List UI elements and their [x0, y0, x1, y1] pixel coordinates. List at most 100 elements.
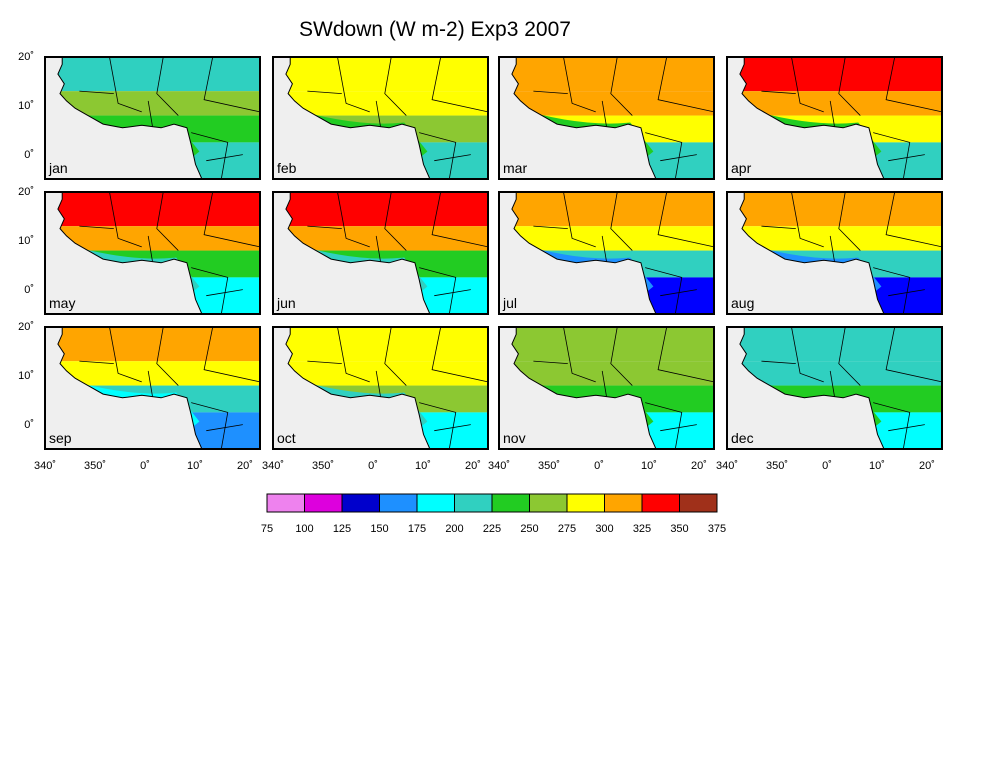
panel-label: jan: [49, 160, 68, 176]
map-panel-jul: [498, 191, 715, 315]
country-borders: [533, 56, 715, 180]
map-panel-aug: [726, 191, 943, 315]
band-north: [739, 192, 942, 227]
lon-tick-label: 0˚: [594, 460, 604, 472]
panel-frame: [498, 326, 715, 450]
panel-label: oct: [277, 430, 296, 446]
lat-tick-label: 0˚: [24, 284, 34, 296]
colorbar-segment: [341, 493, 380, 513]
colorbar-segment: [641, 493, 680, 513]
lon-tick-label: 340˚: [715, 460, 739, 472]
panel-label: nov: [503, 430, 526, 446]
colorbar-segment: [604, 493, 643, 513]
colorbar-segment: [566, 493, 605, 513]
map-panel-sep: [44, 326, 261, 450]
colorbar-segment: [491, 493, 530, 513]
colorbar-label: 200: [445, 523, 464, 535]
band-north: [285, 327, 488, 362]
lon-tick-label: 350˚: [83, 460, 107, 472]
map-panel-oct: [272, 326, 489, 450]
map-panel-mar: [498, 56, 715, 180]
country-borders: [533, 191, 715, 315]
panel-frame: [726, 191, 943, 315]
lon-tick-label: 10˚: [187, 460, 203, 472]
coastline: [511, 191, 715, 315]
panel-label: jul: [503, 295, 518, 311]
colorbar-label: 300: [595, 523, 614, 535]
colorbar-segment: [266, 493, 305, 513]
panel-frame: [272, 191, 489, 315]
lon-tick-label: 340˚: [487, 460, 511, 472]
colorbar-label: 250: [520, 523, 539, 535]
panel-frame: [272, 56, 489, 180]
panel-frame: [44, 191, 261, 315]
band-north: [511, 192, 714, 227]
country-borders: [533, 326, 715, 450]
coastline: [285, 326, 489, 450]
panel-label: dec: [731, 430, 754, 446]
lon-tick-label: 350˚: [311, 460, 335, 472]
panel-frame: [726, 56, 943, 180]
coastline: [57, 326, 261, 450]
coastline: [739, 56, 943, 180]
panel-frame: [726, 326, 943, 450]
coastline: [511, 326, 715, 450]
panel-label: feb: [277, 160, 297, 176]
coastline: [285, 56, 489, 180]
panel-frame: [44, 56, 261, 180]
colorbar-label: 275: [557, 523, 577, 535]
coastline: [285, 191, 489, 315]
lon-tick-label: 10˚: [641, 460, 657, 472]
colorbar-label: 100: [295, 523, 314, 535]
band-north: [285, 192, 488, 227]
lon-tick-label: 10˚: [415, 460, 431, 472]
band-north: [285, 57, 488, 92]
country-borders: [79, 191, 261, 315]
lon-tick-label: 0˚: [140, 460, 150, 472]
panel-label: jun: [277, 295, 296, 311]
lat-tick-label: 20˚: [18, 51, 34, 63]
band-north: [739, 57, 942, 92]
lon-tick-label: 0˚: [368, 460, 378, 472]
colorbar-segment: [529, 493, 568, 513]
lat-tick-label: 10˚: [18, 235, 34, 247]
panel-frame: [272, 326, 489, 450]
panel-frame: [498, 191, 715, 315]
panel-frame: [498, 56, 715, 180]
lon-tick-label: 350˚: [537, 460, 561, 472]
panel-label: sep: [49, 430, 72, 446]
lon-tick-label: 0˚: [822, 460, 832, 472]
panel-label: mar: [503, 160, 528, 176]
lat-tick-label: 10˚: [18, 100, 34, 112]
colorbar-label: 375: [707, 523, 727, 535]
country-borders: [761, 56, 943, 180]
colorbar-label: 225: [482, 523, 502, 535]
colorbar-label: 175: [407, 523, 427, 535]
coastline: [739, 326, 943, 450]
band-north: [739, 327, 942, 362]
map-panel-may: [44, 191, 261, 315]
lon-tick-label: 20˚: [919, 460, 935, 472]
map-panel-apr: [726, 56, 943, 180]
colorbar-label: 75: [260, 523, 274, 535]
lat-tick-label: 20˚: [18, 186, 34, 198]
coastline: [511, 56, 715, 180]
panel-frame: [44, 326, 261, 450]
country-borders: [79, 56, 261, 180]
lon-tick-label: 20˚: [465, 460, 481, 472]
map-panel-jan: [44, 56, 261, 180]
country-borders: [307, 191, 489, 315]
colorbar-segment: [379, 493, 418, 513]
lon-tick-label: 20˚: [237, 460, 253, 472]
panel-label: aug: [731, 295, 755, 311]
band-north: [57, 327, 260, 362]
lon-tick-label: 340˚: [261, 460, 285, 472]
colorbar-segment: [416, 493, 455, 513]
country-borders: [307, 326, 489, 450]
lat-tick-label: 10˚: [18, 370, 34, 382]
lat-tick-label: 20˚: [18, 321, 34, 333]
colorbar-label: 150: [370, 523, 389, 535]
panel-label: apr: [731, 160, 752, 176]
colorbar-segment: [304, 493, 343, 513]
